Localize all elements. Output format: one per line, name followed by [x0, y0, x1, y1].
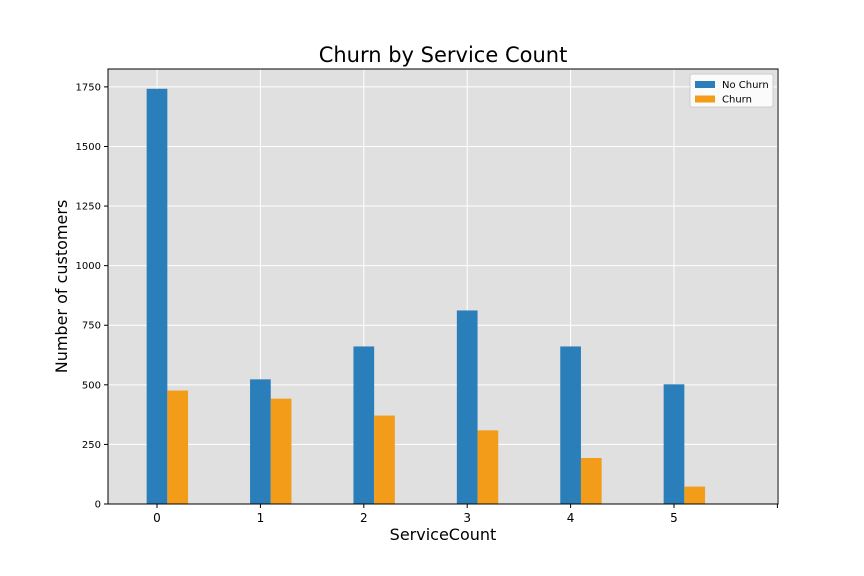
x-tick-label: 5: [670, 511, 678, 525]
x-tick-label: 3: [463, 511, 471, 525]
x-tick-label: 4: [567, 511, 575, 525]
legend-swatch: [695, 95, 715, 103]
y-axis-ticks: 0 250 500 750 1000 1250 1500 1750: [76, 82, 108, 511]
bar-churn-1: [270, 398, 292, 504]
x-tick-label: 0: [153, 511, 161, 525]
bar-no-churn-5: [663, 384, 685, 504]
legend-label: Churn: [722, 95, 752, 106]
plot-frame: [107, 68, 779, 505]
bar-churn-3: [477, 430, 499, 504]
y-tick-label: 1250: [76, 202, 101, 213]
bar-no-churn-3: [456, 310, 478, 504]
bar-churn-2: [374, 415, 395, 504]
y-tick-label: 1000: [76, 261, 101, 272]
y-axis-label: Number of customers: [52, 200, 71, 374]
y-tick-label: 250: [82, 440, 101, 451]
x-axis-ticks: 0 1 2 3 4 5: [153, 504, 778, 525]
legend-label: No Churn: [722, 80, 769, 91]
bar-no-churn-0: [146, 88, 168, 504]
bar-churn-5: [684, 486, 706, 504]
bar-no-churn-1: [250, 379, 271, 504]
chart-title: Churn by Service Count: [319, 43, 568, 67]
bar-no-churn-4: [560, 346, 581, 504]
legend-swatch: [695, 81, 715, 88]
y-tick-label: 500: [82, 380, 101, 391]
y-tick-label: 0: [95, 500, 101, 511]
bar-churn-4: [580, 457, 602, 504]
bar-no-churn-2: [353, 346, 375, 504]
legend: No Churn Churn: [689, 73, 774, 108]
x-axis-label: ServiceCount: [390, 525, 497, 544]
y-tick-label: 750: [82, 321, 101, 332]
x-tick-label: 2: [360, 511, 368, 525]
bar-churn-0: [167, 390, 189, 504]
y-tick-label: 1750: [76, 82, 101, 93]
x-tick-label: 1: [257, 511, 265, 525]
bars: [146, 88, 706, 504]
y-tick-label: 1500: [76, 142, 101, 153]
